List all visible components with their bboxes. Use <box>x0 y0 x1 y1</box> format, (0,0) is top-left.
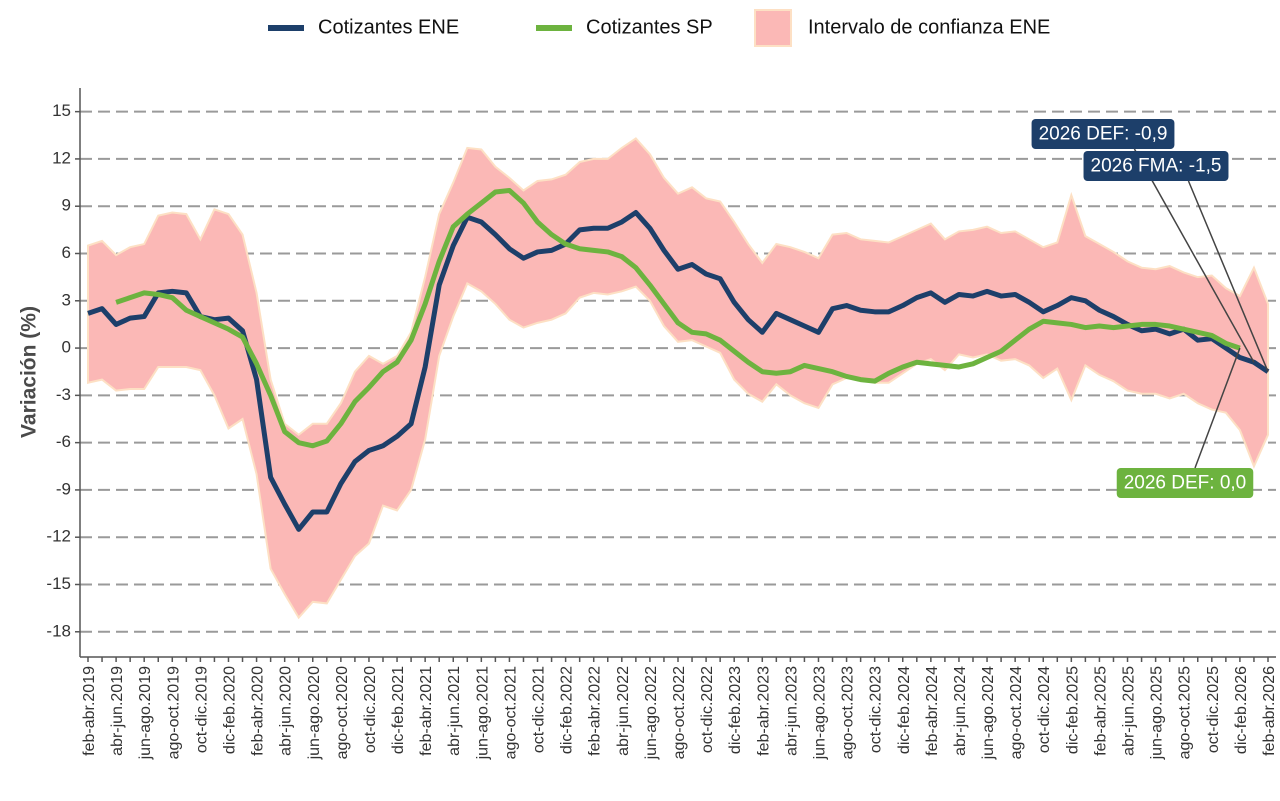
x-tick-label: jun-ago.2022 <box>643 666 660 761</box>
leader-line <box>1187 180 1269 373</box>
legend-label: Cotizantes SP <box>586 16 713 38</box>
legend-label: Cotizantes ENE <box>318 16 459 38</box>
x-tick-label: feb-abr.2023 <box>755 666 772 756</box>
x-tick-label: dic-feb.2024 <box>896 666 913 754</box>
x-tick-label: dic-feb.2023 <box>727 666 744 754</box>
value-label-box <box>1083 151 1229 181</box>
y-tick-label: 15 <box>52 101 71 120</box>
x-tick-label: jun-ago.2025 <box>1149 666 1166 761</box>
x-tick-label: abr-jun.2025 <box>1121 666 1138 756</box>
x-tick-label: dic-feb.2022 <box>559 666 576 754</box>
x-tick-label: jun-ago.2019 <box>137 666 154 761</box>
legend-key <box>754 9 792 47</box>
x-tick-label: oct-dic.2021 <box>531 666 548 753</box>
y-tick-label: 0 <box>62 338 71 357</box>
x-tick-label: feb-abr.2025 <box>1092 666 1109 756</box>
value-label-box <box>1116 468 1254 498</box>
y-tick-label: 12 <box>52 148 71 167</box>
x-tick-label: ago-oct.2022 <box>671 666 688 760</box>
confidence-band <box>87 137 1269 620</box>
y-axis-title: Variación (%) <box>18 306 41 438</box>
y-tick-label: -6 <box>56 432 71 451</box>
x-tick-label: feb-abr.2024 <box>924 666 941 756</box>
x-tick-label: feb-abr.2022 <box>587 666 604 756</box>
x-tick-label: abr-jun.2020 <box>278 666 295 756</box>
value-label-box <box>1031 119 1175 149</box>
x-tick-label: jun-ago.2024 <box>980 666 997 761</box>
y-tick-label: -3 <box>56 385 71 404</box>
value-label-text: 2026 FMA: -1,5 <box>1091 156 1222 177</box>
x-tick-label: ago-oct.2020 <box>334 666 351 760</box>
value-label: 2026 DEF: -0,9 <box>1031 119 1175 149</box>
y-tick-label: -9 <box>56 479 71 498</box>
y-tick-label: 9 <box>62 196 71 215</box>
value-label-text: 2026 DEF: 0,0 <box>1124 473 1247 494</box>
x-tick-label: ago-oct.2023 <box>840 666 857 760</box>
x-tick-label: oct-dic.2025 <box>1205 666 1222 753</box>
x-tick-label: ago-oct.2021 <box>502 666 519 760</box>
x-tick-label: dic-feb.2021 <box>390 666 407 754</box>
x-tick-label: jun-ago.2021 <box>474 666 491 761</box>
x-tick-label: feb-abr.2021 <box>418 666 435 756</box>
y-tick-label: -12 <box>46 527 71 546</box>
value-label: 2026 DEF: 0,0 <box>1116 468 1254 498</box>
x-tick-label: abr-jun.2023 <box>783 666 800 756</box>
series-line <box>115 187 1241 449</box>
value-label-text: 2026 DEF: -0,9 <box>1039 124 1168 145</box>
x-tick-label: dic-feb.2025 <box>1064 666 1081 754</box>
y-tick-label: 3 <box>62 290 71 309</box>
x-tick-label: ago-oct.2025 <box>1177 666 1194 760</box>
x-tick-label: oct-dic.2022 <box>699 666 716 753</box>
x-tick-label: jun-ago.2020 <box>306 666 323 761</box>
x-tick-label: oct-dic.2019 <box>193 666 210 753</box>
y-tick-label: -18 <box>46 621 71 640</box>
x-tick-label: abr-jun.2024 <box>952 666 969 756</box>
value-label: 2026 FMA: -1,5 <box>1083 151 1229 181</box>
x-tick-label: jun-ago.2023 <box>811 666 828 761</box>
x-tick-label: feb-abr.2026 <box>1261 666 1278 756</box>
leader-line <box>1133 148 1255 363</box>
x-tick-label: dic-feb.2026 <box>1233 666 1250 754</box>
x-tick-label: abr-jun.2019 <box>109 666 126 756</box>
x-tick-label: feb-abr.2020 <box>250 666 267 756</box>
y-tick-label: 6 <box>62 243 71 262</box>
x-tick-label: abr-jun.2022 <box>615 666 632 756</box>
x-tick-label: feb-abr.2019 <box>81 666 98 756</box>
leader-line <box>1194 347 1241 469</box>
legend-label: Intervalo de confianza ENE <box>808 16 1050 38</box>
x-tick-label: ago-oct.2019 <box>165 666 182 760</box>
y-tick-label: -15 <box>46 574 71 593</box>
x-tick-label: abr-jun.2021 <box>446 666 463 756</box>
x-tick-label: ago-oct.2024 <box>1008 666 1025 760</box>
x-tick-label: oct-dic.2020 <box>362 666 379 753</box>
x-tick-label: oct-dic.2023 <box>868 666 885 753</box>
x-tick-label: dic-feb.2020 <box>221 666 238 754</box>
x-tick-label: oct-dic.2024 <box>1036 666 1053 753</box>
series-line <box>87 210 1270 532</box>
